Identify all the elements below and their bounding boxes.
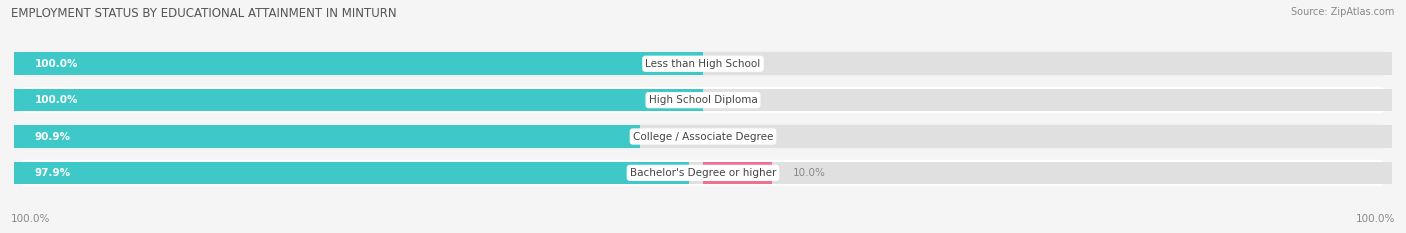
Text: High School Diploma: High School Diploma (648, 95, 758, 105)
Text: Less than High School: Less than High School (645, 59, 761, 69)
Text: EMPLOYMENT STATUS BY EDUCATIONAL ATTAINMENT IN MINTURN: EMPLOYMENT STATUS BY EDUCATIONAL ATTAINM… (11, 7, 396, 20)
Bar (14, 125, 640, 148)
FancyBboxPatch shape (21, 87, 1385, 113)
Bar (14, 89, 703, 111)
Bar (14, 125, 703, 148)
Text: 10.0%: 10.0% (793, 168, 825, 178)
Bar (703, 162, 772, 184)
Bar (703, 89, 1392, 111)
FancyBboxPatch shape (21, 51, 1385, 77)
Bar (14, 89, 703, 111)
Bar (14, 162, 703, 184)
FancyBboxPatch shape (21, 123, 1385, 150)
Text: 0.0%: 0.0% (724, 95, 749, 105)
Text: 100.0%: 100.0% (1355, 214, 1395, 224)
Text: 97.9%: 97.9% (35, 168, 70, 178)
Bar (703, 125, 1392, 148)
Bar (703, 52, 1392, 75)
Bar (703, 162, 1392, 184)
Text: Source: ZipAtlas.com: Source: ZipAtlas.com (1291, 7, 1395, 17)
Text: 100.0%: 100.0% (11, 214, 51, 224)
FancyBboxPatch shape (21, 160, 1385, 186)
Text: Bachelor's Degree or higher: Bachelor's Degree or higher (630, 168, 776, 178)
Text: 90.9%: 90.9% (35, 131, 70, 141)
Bar (14, 52, 703, 75)
Text: 100.0%: 100.0% (35, 95, 79, 105)
Text: 0.0%: 0.0% (724, 131, 749, 141)
Bar (14, 52, 703, 75)
Text: College / Associate Degree: College / Associate Degree (633, 131, 773, 141)
Bar (14, 162, 689, 184)
Text: 100.0%: 100.0% (35, 59, 79, 69)
Text: 0.0%: 0.0% (724, 59, 749, 69)
